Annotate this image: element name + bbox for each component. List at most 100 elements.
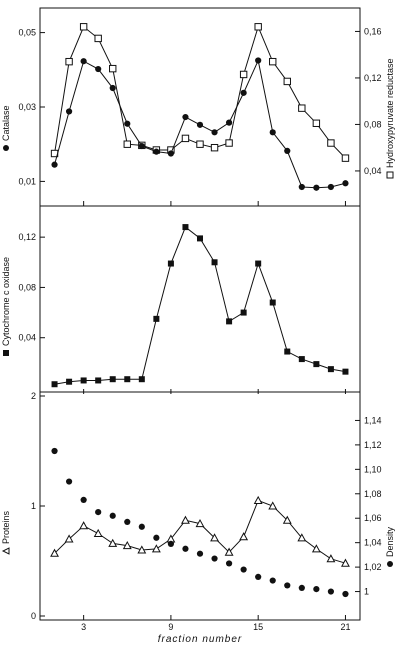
cytochrome-c-oxidase-point-12 [211,259,218,266]
cytochrome-c-oxidase-point-18 [298,356,305,363]
hydroxypyruvate-reductase-point-17 [283,77,291,86]
proteins-axis-label: Proteins [1,510,11,544]
x-tick-label: 15 [253,622,263,632]
cytochrome-c-oxidase-point-8 [153,315,160,322]
cytochrome-axis-tick-label: 0,12 [18,232,36,242]
proteins-point-4 [93,528,103,537]
hydroxypyruvate-reductase-point-10 [181,134,190,143]
hydroxypyruvate-reductase-point-11 [196,140,204,148]
hydroxypyruvate-reductase-point-13 [225,139,233,147]
bottom-left-axis-title: Proteins [1,510,11,555]
density-point-3 [80,496,87,503]
density-point-15 [255,573,262,580]
density-point-9 [167,540,175,547]
proteins-point-14 [239,532,249,541]
x-tick-label: 21 [340,622,350,632]
catalase-axis-label: Catalase [1,105,11,141]
x-axis-title: fraction number [158,634,242,645]
catalase-point-11 [196,121,204,128]
catalase-point-12 [211,129,218,136]
hydroxypyruvate-axis-label: Hydroxypyruvate reductase [385,58,395,168]
catalase-point-2 [65,108,73,115]
hydroxypyruvate-axis-tick-label: 0,08 [364,119,382,129]
proteins-point-3 [79,521,89,530]
proteins-point-6 [122,540,132,550]
hydroxypyruvate-axis-tick-label: 0,04 [364,166,382,176]
proteins-axis-tick-label: 2 [31,391,36,401]
cytochrome-axis-tick-label: 0,04 [18,333,36,343]
density-point-4 [95,509,102,516]
hydroxypyruvate-legend-marker [386,171,394,179]
density-axis-label: Density [385,526,395,557]
cytochrome-c-oxidase-point-15 [255,260,262,267]
density-axis-tick-label: 1,10 [364,464,382,474]
density-axis-tick-label: 1 [364,587,369,597]
axis-ticks: 0,01 0,03 0,05 0,04 0,08 0,12 0,16 0,04 0,08 0,12… [18,26,381,632]
density-legend-marker [387,561,393,567]
hydroxypyruvate-reductase-point-21 [341,154,350,162]
catalase-axis-tick-label: 0,01 [18,176,36,186]
proteins-axis-tick-label: 1 [31,501,36,511]
density-point-7 [138,523,145,530]
proteins-point-15 [253,495,263,504]
cytochrome-c-oxidase-point-10 [182,224,189,231]
proteins-point-20 [326,554,336,563]
cytochrome-c-oxidase-point-14 [240,309,247,316]
density-axis-tick-label: 1,12 [364,440,382,450]
density-point-2 [65,478,73,485]
hydroxypyruvate-reductase-point-2 [65,57,73,66]
proteins-point-12 [210,533,219,542]
proteins-point-21 [341,558,350,567]
plot-frame [39,7,361,621]
density-point-12 [211,555,218,562]
catalase-point-15 [255,57,262,64]
density-point-8 [153,534,160,541]
hydroxypyruvate-reductase-point-3 [79,23,88,31]
cytochrome-c-oxidase-point-4 [95,377,102,384]
density-point-6 [124,518,131,525]
hydroxypyruvate-reductase-line [54,25,346,159]
catalase-point-17 [284,147,291,154]
proteins-point-5 [108,538,118,547]
density-point-10 [182,545,189,552]
hydroxypyruvate-reductase-point-5 [109,64,117,73]
density-axis-tick-label: 1,08 [364,489,382,499]
cytochrome-axis-tick-label: 0,08 [18,282,36,292]
catalase-axis-tick-label: 0,05 [18,28,36,38]
hydroxypyruvate-reductase-point-20 [327,139,335,147]
density-point-13 [225,560,233,567]
catalase-point-3 [80,58,87,65]
cytochrome-c-oxidase-point-7 [138,376,145,383]
catalase-point-10 [182,113,189,121]
proteins-point-13 [224,547,234,556]
cytochrome-legend-marker [3,350,9,356]
catalase-point-18 [298,183,305,191]
cytochrome-c-oxidase-point-6 [124,376,131,383]
cytochrome-c-oxidase-point-2 [66,378,73,385]
hydroxypyruvate-reductase-point-12 [210,143,219,152]
catalase-point-7 [138,142,145,150]
catalase-point-16 [269,129,276,136]
cytochrome-c-oxidase-point-3 [80,377,87,384]
hydroxypyruvate-reductase-point-15 [254,23,262,31]
cytochrome-c-oxidase-point-13 [226,318,233,325]
hydroxypyruvate-axis-tick-label: 0,12 [364,73,382,83]
density-point-5 [109,512,116,519]
catalase-point-20 [327,183,335,191]
proteins-point-18 [297,533,307,542]
proteins-point-2 [64,534,74,543]
catalase-point-21 [342,180,349,187]
density-point-11 [196,550,204,557]
top-left-axis-title: Catalase [1,105,11,151]
data-marks [50,23,350,598]
density-axis-tick-label: 1,04 [364,538,382,548]
x-tick-label: 3 [81,622,86,632]
proteins-axis-tick-label: 0 [31,611,36,621]
catalase-point-6 [124,120,131,127]
catalase-point-14 [240,89,247,96]
hydroxypyruvate-reductase-point-14 [239,70,248,79]
bottom-right-axis-title: Density [385,526,395,567]
hydroxypyruvate-reductase-point-6 [123,140,131,148]
density-point-18 [298,584,305,591]
cytochrome-c-oxidase-point-5 [109,376,116,383]
